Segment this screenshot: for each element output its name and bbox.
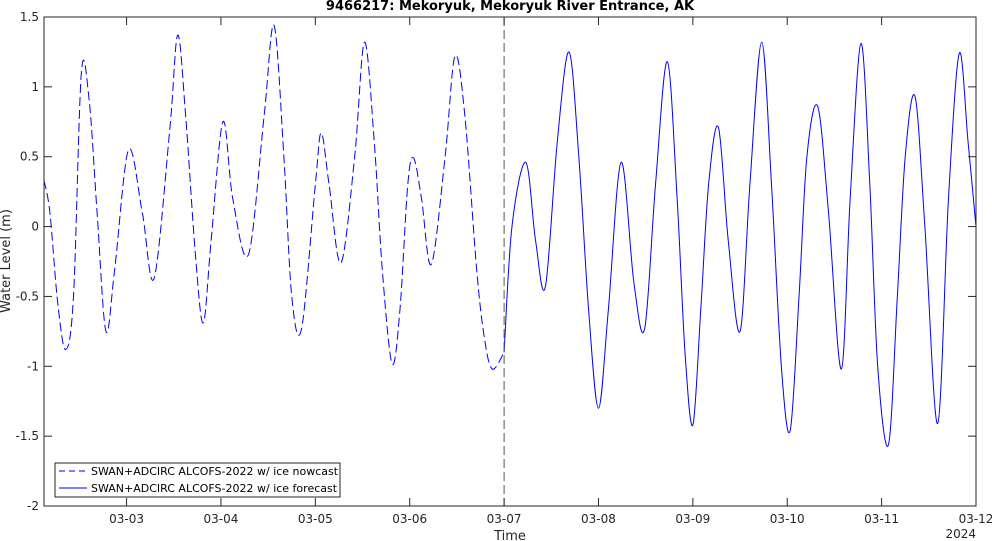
x-tick-label: 03-10 (770, 512, 805, 526)
y-axis-ticks: -2 -1.5 -1 -0.5 0 0.5 1 1.5 (16, 10, 976, 513)
legend-box (54, 462, 341, 498)
x-axis-year-label: 2024 (945, 527, 976, 541)
y-tick-label: 1.5 (20, 10, 39, 24)
x-tick-label: 03-07 (487, 512, 522, 526)
legend-label-forecast: SWAN+ADCIRC ALCOFS-2022 w/ ice forecast (91, 482, 338, 495)
x-tick-label: 03-06 (392, 512, 427, 526)
x-tick-label: 03-03 (109, 512, 144, 526)
x-tick-label: 03-11 (864, 512, 899, 526)
series-line-forecast (503, 41, 977, 447)
y-tick-label: 1 (31, 80, 39, 94)
x-tick-label: 03-05 (298, 512, 333, 526)
x-axis-title: Time (493, 529, 526, 541)
series-line-nowcast (43, 24, 505, 370)
y-tick-label: 0 (31, 220, 39, 234)
y-tick-label: 0.5 (20, 150, 39, 164)
x-tick-label: 03-08 (581, 512, 616, 526)
legend-label-nowcast: SWAN+ADCIRC ALCOFS-2022 w/ ice nowcast (91, 465, 339, 478)
plot-frame (43, 16, 977, 507)
chart-title: 9466217: Mekoryuk, Mekoryuk River Entran… (326, 0, 695, 14)
y-axis-title: Water Level (m) (0, 209, 14, 313)
x-tick-label: 03-04 (204, 512, 239, 526)
legend: SWAN+ADCIRC ALCOFS-2022 w/ ice nowcast S… (54, 462, 341, 498)
x-axis-ticks: 03-03 03-04 03-05 03-06 03-07 03-08 03-09 03-10… (109, 17, 992, 526)
series-layer (43, 24, 977, 447)
y-tick-label: -1 (27, 359, 39, 373)
y-tick-label: -0.5 (16, 289, 39, 303)
y-tick-label: -2 (27, 499, 39, 513)
x-tick-label: 03-12 (959, 512, 992, 526)
x-tick-label: 03-09 (675, 512, 710, 526)
y-tick-label: -1.5 (16, 429, 39, 443)
plot-area (44, 17, 976, 506)
